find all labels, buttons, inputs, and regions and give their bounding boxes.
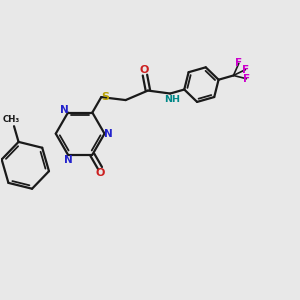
- Text: F: F: [242, 64, 249, 75]
- Text: F: F: [235, 58, 242, 68]
- Text: NH: NH: [164, 95, 180, 104]
- Text: O: O: [96, 169, 105, 178]
- Text: O: O: [140, 65, 149, 75]
- Text: CH₃: CH₃: [3, 115, 20, 124]
- Text: N: N: [64, 155, 72, 165]
- Text: F: F: [243, 74, 250, 84]
- Text: N: N: [60, 105, 69, 115]
- Text: S: S: [101, 92, 109, 101]
- Text: N: N: [104, 129, 113, 139]
